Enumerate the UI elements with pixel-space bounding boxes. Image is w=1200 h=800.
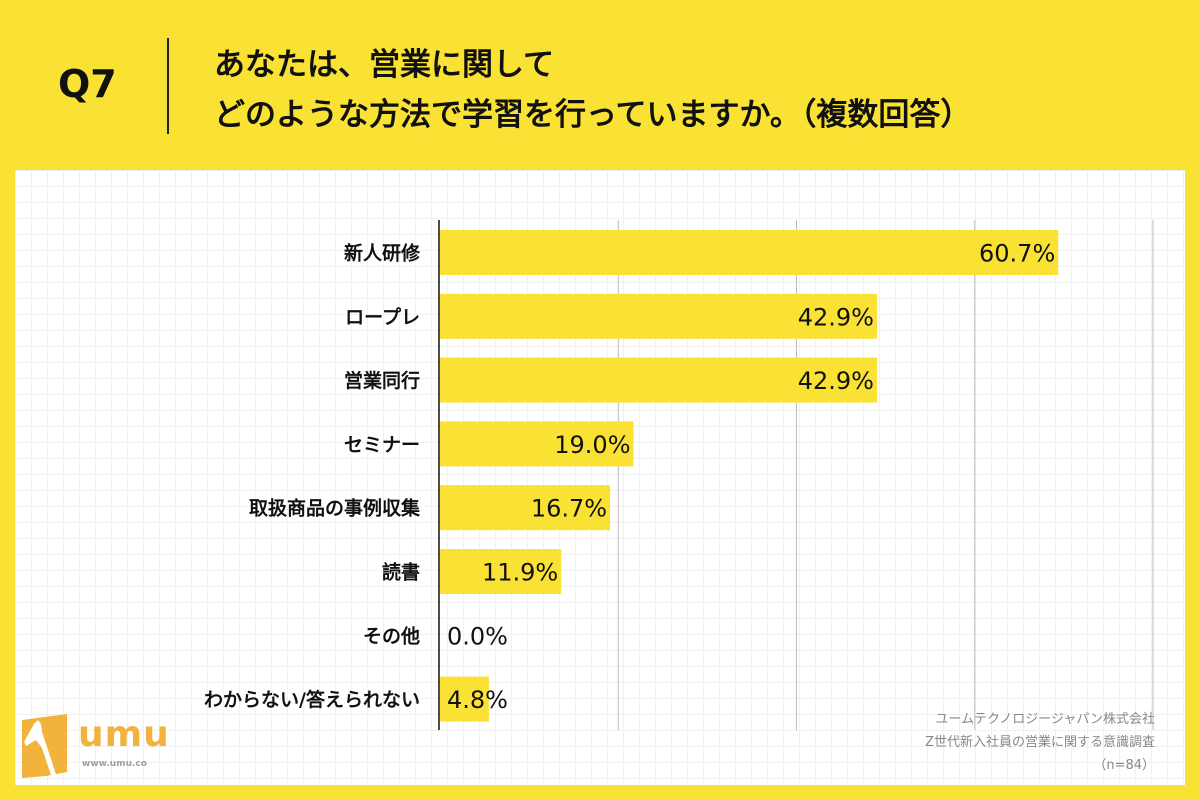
data-label: 0.0% [447,622,508,650]
data-label: 4.8% [447,686,508,714]
giraffe-logo-icon [22,714,67,778]
logo-text: umu [78,714,170,755]
data-label: 11.9% [482,559,558,587]
source-company: ユームテクノロジージャパン株式会社 [935,712,1155,727]
bar [440,230,1059,275]
question-number: Q7 [58,62,117,106]
title-line-2: どのような方法で学習を行っていますか。（複数回答） [214,97,972,133]
bar [440,676,489,722]
question-title: あなたは、営業に関して どのような方法で学習を行っていますか。（複数回答） [214,40,971,140]
title-line-1: あなたは、営業に関して [214,47,555,83]
category-label: わからない/答えられない [204,688,420,711]
category-label: その他 [363,624,420,647]
data-label: 60.7% [979,240,1055,268]
header-divider [167,38,169,134]
data-label: 19.0% [554,431,630,459]
data-label: 42.9% [798,303,874,331]
category-label: ロープレ [345,305,420,328]
bar [440,421,634,467]
sample-size: （n=84） [1093,758,1155,773]
bar [440,549,562,594]
bar [440,485,611,531]
category-label: 読書 [382,561,420,584]
category-label: 新人研修 [344,242,421,265]
data-label: 42.9% [798,367,874,395]
source-survey: Z世代新入社員の営業に関する意識調査 [925,735,1155,750]
category-label: 営業同行 [344,369,420,392]
logo-url: www.umu.co [82,759,147,769]
data-label: 16.7% [531,495,607,523]
category-label: 取扱商品の事例収集 [249,497,421,520]
source-note: ユームテクノロジージャパン株式会社 Z世代新入社員の営業に関する意識調査 （n=… [925,708,1155,777]
bar [440,357,877,403]
bar [440,293,877,339]
category-label: セミナー [344,434,420,456]
